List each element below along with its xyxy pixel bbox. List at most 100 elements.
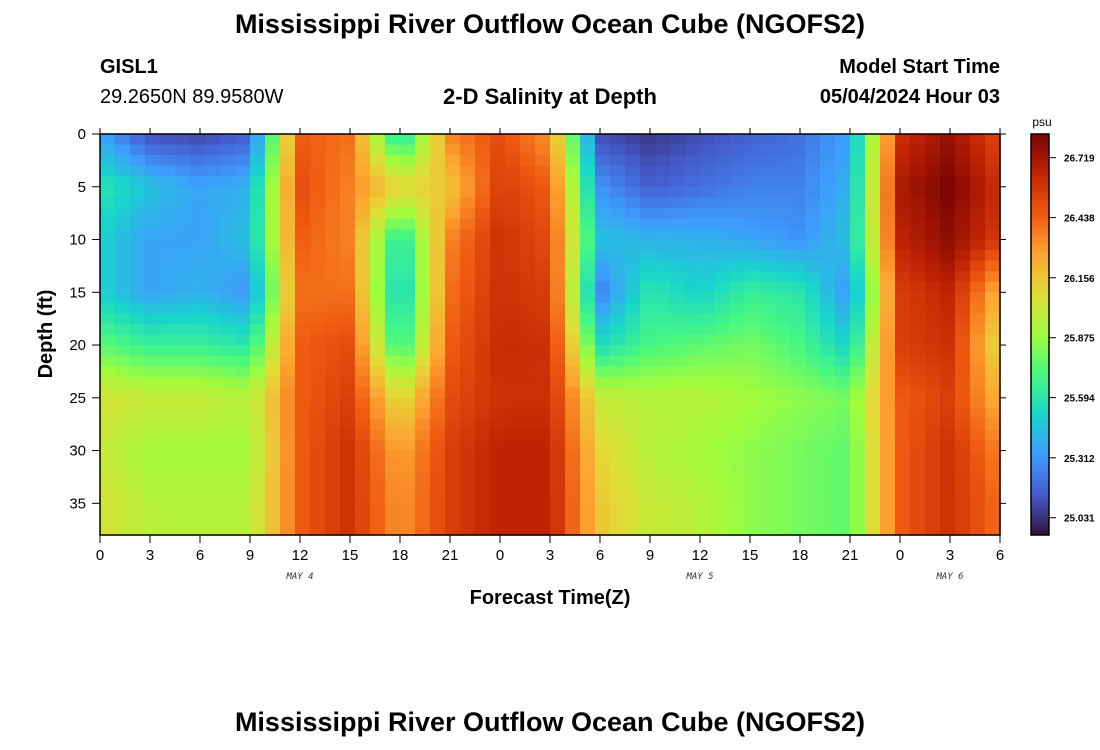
heatmap-cell (280, 228, 296, 241)
heatmap-cell (490, 408, 506, 420)
heatmap-cell (760, 302, 776, 314)
heatmap-cell (220, 482, 236, 494)
heatmap-cell (205, 281, 221, 293)
heatmap-cell (505, 292, 521, 304)
heatmap-cell (475, 482, 491, 494)
heatmap-cell (775, 418, 791, 431)
heatmap-cell (445, 186, 461, 198)
heatmap-cell (970, 186, 986, 198)
heatmap-cell (985, 186, 1001, 198)
heatmap-cell (220, 155, 236, 167)
heatmap-cell (355, 503, 371, 515)
heatmap-cell (385, 492, 401, 504)
heatmap-cell (190, 260, 206, 272)
day-label: MAY 5 (685, 572, 713, 582)
heatmap-cell (100, 418, 116, 431)
heatmap-cell (715, 144, 731, 156)
heatmap-cell (880, 271, 896, 283)
heatmap-cell (430, 186, 446, 198)
heatmap-cell (550, 387, 566, 399)
heatmap-cell (430, 366, 446, 378)
heatmap-cell (760, 513, 776, 526)
heatmap-cell (565, 376, 581, 388)
heatmap-cell (595, 271, 611, 283)
heatmap-cell (535, 207, 551, 220)
heatmap-cell (415, 471, 431, 483)
heatmap-cell (625, 228, 641, 241)
heatmap-cell (565, 218, 581, 230)
heatmap-cell (130, 418, 146, 431)
heatmap-cell (100, 471, 116, 483)
heatmap-cell (325, 281, 341, 293)
heatmap-cell (910, 429, 926, 441)
heatmap-cell (835, 418, 851, 431)
heatmap-cell (790, 503, 806, 515)
heatmap-cell (670, 408, 686, 420)
heatmap-cell (865, 345, 881, 357)
heatmap-cell (205, 207, 221, 220)
heatmap-cell (535, 376, 551, 388)
heatmap-cell (490, 345, 506, 357)
heatmap-cell (385, 186, 401, 198)
heatmap-cell (400, 313, 416, 325)
heatmap-cell (340, 345, 356, 357)
heatmap-cell (295, 397, 311, 409)
heatmap-cell (955, 503, 971, 515)
heatmap-cell (430, 281, 446, 293)
heatmap-cell (835, 366, 851, 378)
heatmap-cell (460, 302, 476, 314)
heatmap-cell (535, 366, 551, 378)
heatmap-cell (595, 492, 611, 504)
y-tick-label: 20 (69, 337, 86, 354)
heatmap-cell (235, 366, 251, 378)
heatmap-cell (325, 387, 341, 399)
heatmap-cell (520, 376, 536, 388)
heatmap-cell (535, 302, 551, 314)
heatmap-cell (295, 155, 311, 167)
heatmap-cell (265, 334, 281, 346)
heatmap-cell (310, 176, 326, 188)
heatmap-cell (460, 165, 476, 177)
heatmap-cell (805, 492, 821, 504)
heatmap-cell (280, 471, 296, 483)
heatmap-cell (820, 218, 836, 230)
heatmap-cell (205, 176, 221, 188)
x-tick-label: 0 (96, 547, 104, 564)
heatmap-cell (130, 524, 146, 536)
heatmap-cell (220, 429, 236, 441)
heatmap-cell (790, 281, 806, 293)
heatmap-cell (460, 197, 476, 209)
heatmap-cell (100, 155, 116, 167)
heatmap-cell (595, 440, 611, 452)
x-tick-label: 18 (792, 547, 809, 564)
heatmap-cell (190, 345, 206, 357)
heatmap-cell (580, 418, 596, 431)
heatmap-cell (160, 418, 176, 431)
heatmap-cell (790, 239, 806, 251)
heatmap-cell (220, 239, 236, 251)
heatmap-cell (715, 524, 731, 536)
heatmap-cell (970, 376, 986, 388)
heatmap-cell (385, 134, 401, 146)
heatmap-cell (175, 397, 191, 409)
heatmap-cell (895, 250, 911, 262)
heatmap-cell (670, 260, 686, 272)
heatmap-cell (910, 239, 926, 251)
heatmap-cell (805, 313, 821, 325)
heatmap-cell (145, 334, 161, 346)
heatmap-cell (700, 366, 716, 378)
heatmap-cell (670, 313, 686, 325)
colorbar-scale (1030, 133, 1050, 536)
heatmap-cell (265, 144, 281, 156)
heatmap-cell (100, 334, 116, 346)
heatmap-cell (235, 165, 251, 177)
heatmap-cell (520, 482, 536, 494)
heatmap-cell (595, 482, 611, 494)
heatmap-cell (745, 429, 761, 441)
heatmap-cell (940, 376, 956, 388)
heatmap-cell (730, 323, 746, 336)
heatmap-cell (460, 345, 476, 357)
heatmap-cell (910, 165, 926, 177)
heatmap-cell (655, 397, 671, 409)
heatmap-cell (670, 250, 686, 262)
